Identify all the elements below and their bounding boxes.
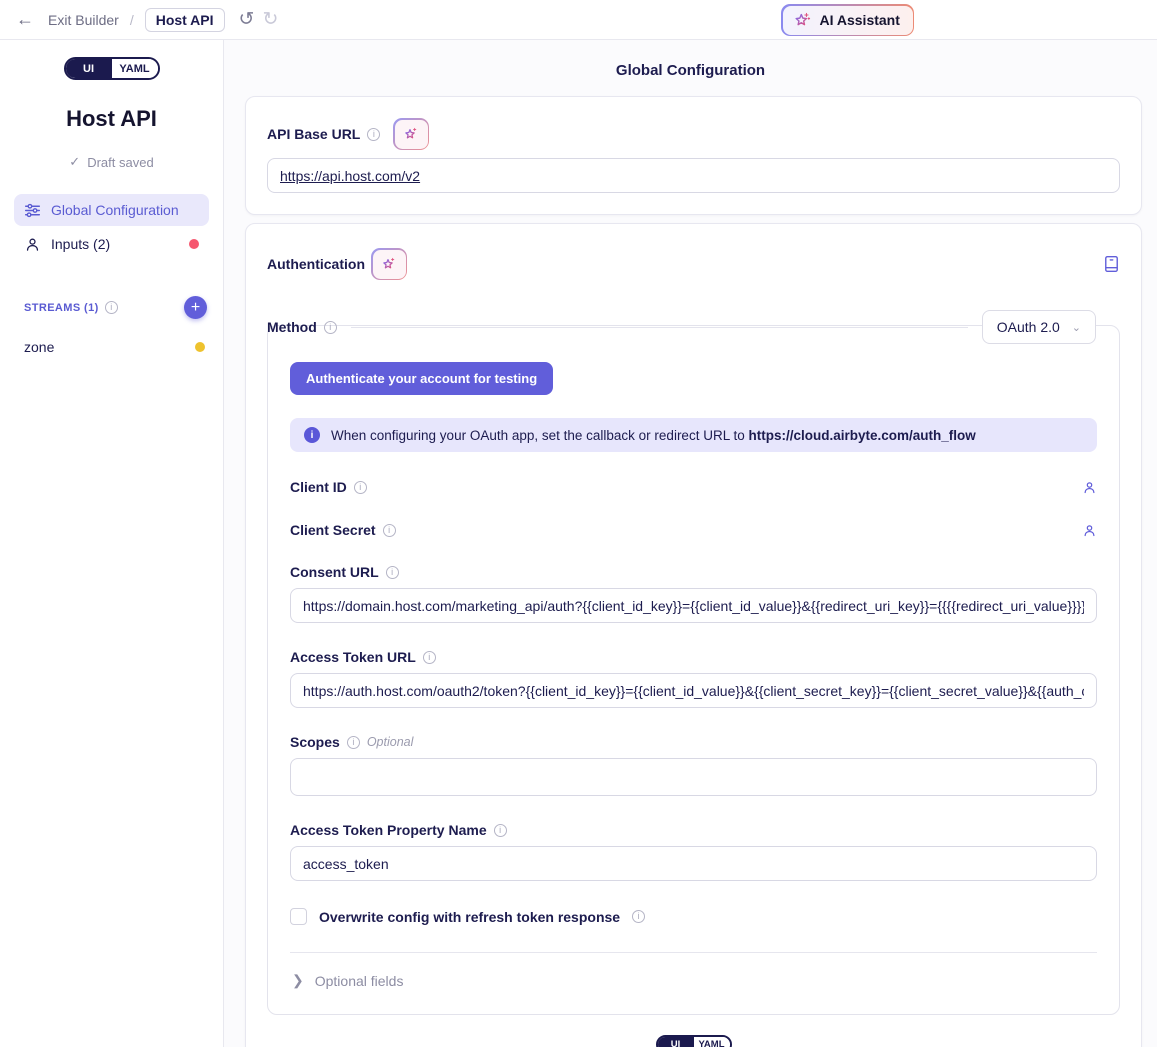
check-icon: ✓ xyxy=(69,154,81,169)
method-label: Method xyxy=(267,319,317,335)
access-token-url-label: Access Token URL xyxy=(290,649,416,665)
page-title: Global Configuration xyxy=(615,62,766,79)
client-secret-row: Client Secret i xyxy=(290,522,1097,538)
info-icon[interactable]: i xyxy=(382,523,396,537)
documentation-icon[interactable] xyxy=(1103,255,1120,273)
ai-star-icon xyxy=(372,249,406,279)
access-token-property-label: Access Token Property Name xyxy=(290,822,487,838)
toggle-ui-option[interactable]: UI xyxy=(65,59,112,78)
undo-icon[interactable]: ↺ xyxy=(238,9,255,30)
access-token-property-field: Access Token Property Name i xyxy=(290,822,1097,881)
info-icon[interactable]: i xyxy=(323,320,337,334)
save-status: ✓ Draft saved xyxy=(0,154,223,170)
back-arrow-icon[interactable]: ← xyxy=(16,9,34,29)
section-divider xyxy=(290,952,1097,953)
client-id-row: Client ID i xyxy=(290,479,1097,495)
main-panel: Global Configuration API Base URL i Auth… xyxy=(224,0,1157,1047)
info-icon[interactable]: i xyxy=(367,127,381,141)
streams-header: STREAMS (1) i + xyxy=(0,296,223,319)
oauth-fields-group: Authenticate your account for testing i … xyxy=(267,325,1120,1015)
authentication-section-label: Authentication xyxy=(267,256,365,272)
toggle-yaml-option[interactable]: YAML xyxy=(111,59,158,78)
method-selected-value: OAuth 2.0 xyxy=(996,319,1060,335)
sidebar: UI YAML Host API ✓ Draft saved Global Co… xyxy=(0,40,224,1047)
auth-ui-yaml-toggle[interactable]: UI YAML xyxy=(655,1035,732,1047)
authenticate-button[interactable]: Authenticate your account for testing xyxy=(290,362,554,395)
chevron-down-icon: ⌄ xyxy=(1071,321,1081,334)
access-token-property-input[interactable] xyxy=(290,846,1097,881)
exit-builder-link[interactable]: Exit Builder xyxy=(48,11,119,28)
toggle-ui-option[interactable]: UI xyxy=(657,1037,694,1047)
authentication-card: Authentication Method i OAuth 2.0 ⌄ Auth… xyxy=(245,223,1142,1047)
breadcrumb-separator: / xyxy=(129,11,134,28)
scopes-field: Scopes i Optional xyxy=(290,734,1097,796)
info-icon[interactable]: i xyxy=(104,301,118,314)
connector-title: Host API xyxy=(66,106,157,131)
user-icon xyxy=(24,236,41,253)
oauth-callout: i When configuring your OAuth app, set t… xyxy=(290,418,1097,452)
ai-star-icon xyxy=(394,119,428,149)
callback-url: https://cloud.airbyte.com/auth_flow xyxy=(748,427,976,443)
scopes-label: Scopes xyxy=(290,734,340,750)
sidebar-nav: Global Configuration Inputs (2) xyxy=(0,194,223,260)
scopes-input[interactable] xyxy=(290,758,1097,796)
overwrite-config-label: Overwrite config with refresh token resp… xyxy=(319,908,621,925)
user-secret-icon[interactable] xyxy=(1082,523,1097,538)
client-id-label: Client ID xyxy=(290,479,347,495)
ui-yaml-toggle[interactable]: UI YAML xyxy=(63,57,160,80)
sidebar-item-global-configuration[interactable]: Global Configuration xyxy=(14,194,209,226)
streams-header-label: STREAMS (1) xyxy=(24,301,99,314)
access-token-url-input[interactable] xyxy=(290,673,1097,708)
sidebar-item-label: Global Configuration xyxy=(51,202,179,218)
stream-status-dot xyxy=(195,342,205,352)
consent-url-label: Consent URL xyxy=(290,564,379,580)
sidebar-item-inputs[interactable]: Inputs (2) xyxy=(14,228,209,260)
ai-suggest-button[interactable] xyxy=(393,118,430,150)
info-icon[interactable]: i xyxy=(632,910,646,923)
sliders-icon xyxy=(24,202,41,219)
ai-assistant-button[interactable]: AI Assistant xyxy=(781,4,915,36)
access-token-url-field: Access Token URL i xyxy=(290,649,1097,708)
toggle-yaml-option[interactable]: YAML xyxy=(693,1037,730,1047)
save-status-label: Draft saved xyxy=(87,154,154,170)
info-icon[interactable]: i xyxy=(493,823,507,837)
consent-url-field: Consent URL i xyxy=(290,564,1097,623)
user-secret-icon[interactable] xyxy=(1082,480,1097,495)
stream-name-label: zone xyxy=(24,339,55,355)
method-dropdown[interactable]: OAuth 2.0 ⌄ xyxy=(981,310,1096,344)
optional-fields-expander[interactable]: ❯ Optional fields xyxy=(290,953,1097,1014)
ai-assistant-label: AI Assistant xyxy=(819,12,900,28)
callout-text: When configuring your OAuth app, set the… xyxy=(331,427,976,443)
add-stream-button[interactable]: + xyxy=(184,296,207,319)
connector-name-pill[interactable]: Host API xyxy=(144,7,225,32)
info-filled-icon: i xyxy=(304,427,320,443)
overwrite-config-checkbox[interactable] xyxy=(290,908,307,925)
api-base-url-input[interactable] xyxy=(267,158,1120,193)
api-base-url-card: API Base URL i xyxy=(245,96,1142,215)
info-icon[interactable]: i xyxy=(385,565,399,579)
info-icon[interactable]: i xyxy=(346,735,360,749)
optional-fields-label: Optional fields xyxy=(314,972,404,989)
consent-url-input[interactable] xyxy=(290,588,1097,623)
chevron-right-icon: ❯ xyxy=(292,972,304,988)
sidebar-item-stream-zone[interactable]: zone xyxy=(0,339,223,355)
inputs-status-dot xyxy=(189,239,199,249)
method-connector-line xyxy=(350,326,968,328)
api-base-url-label: API Base URL xyxy=(267,126,361,142)
top-bar: ← Exit Builder / Host API ↺ ↻ AI Assista… xyxy=(0,0,1157,40)
redo-icon[interactable]: ↻ xyxy=(262,9,279,30)
sidebar-item-label: Inputs (2) xyxy=(51,236,111,252)
info-icon[interactable]: i xyxy=(422,650,436,664)
ai-suggest-button[interactable] xyxy=(371,248,407,280)
ai-star-icon xyxy=(793,11,812,30)
info-icon[interactable]: i xyxy=(353,480,367,494)
overwrite-config-row: Overwrite config with refresh token resp… xyxy=(290,908,1097,925)
optional-tag: Optional xyxy=(366,735,414,749)
client-secret-label: Client Secret xyxy=(290,522,376,538)
